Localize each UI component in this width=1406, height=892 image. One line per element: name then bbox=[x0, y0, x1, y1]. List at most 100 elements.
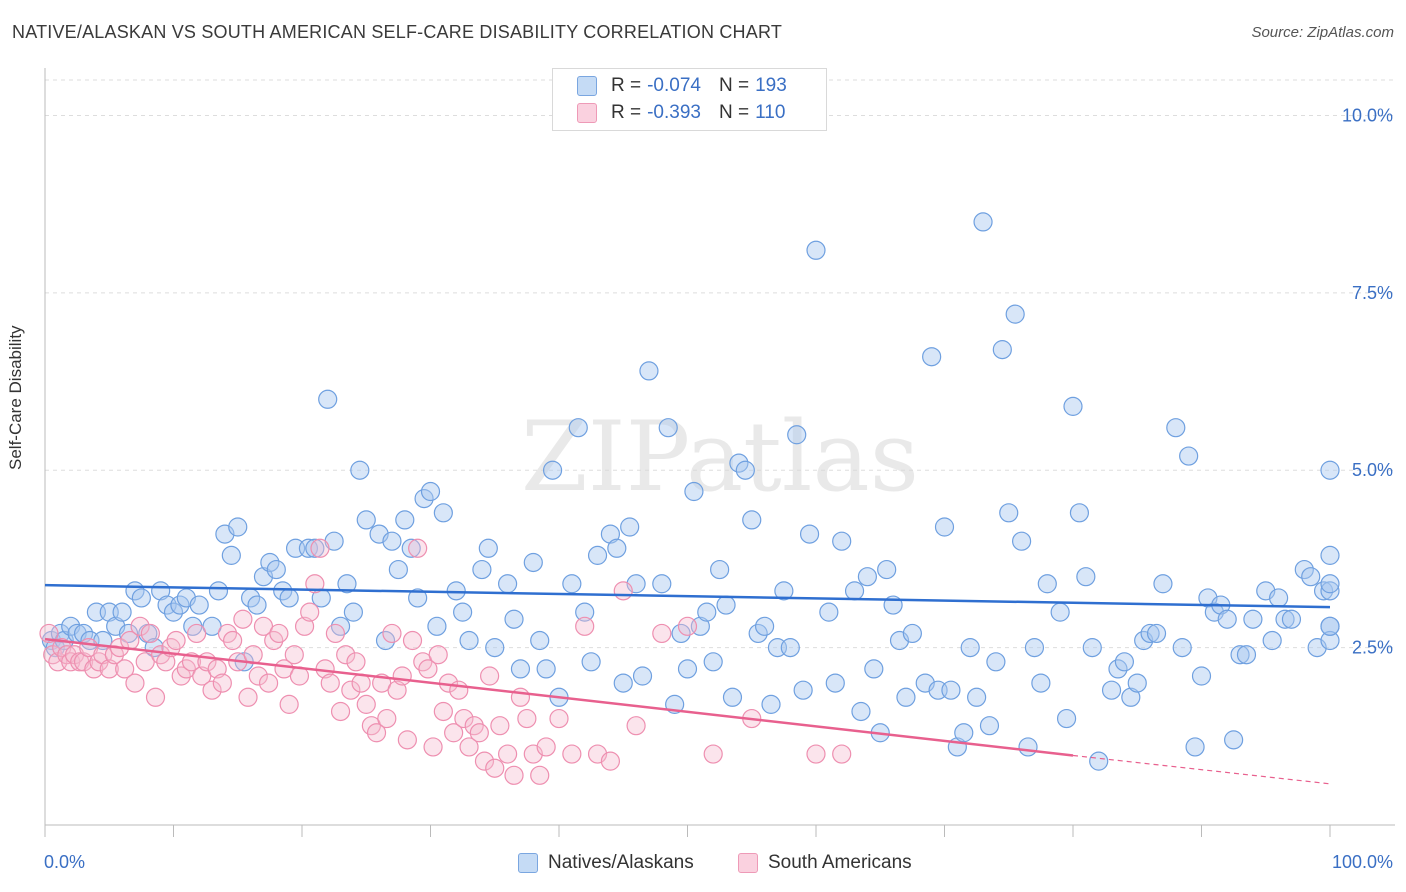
south-americans-point bbox=[575, 616, 595, 636]
natives-point bbox=[754, 616, 775, 636]
natives-point bbox=[266, 559, 286, 580]
south-americans-point bbox=[330, 701, 351, 722]
natives-point bbox=[504, 609, 524, 629]
south-americans-point bbox=[279, 694, 299, 714]
south-americans-point bbox=[459, 737, 479, 757]
natives-point bbox=[575, 602, 595, 622]
y-tick-label: 7.5% bbox=[1352, 283, 1393, 303]
natives-point bbox=[536, 659, 556, 679]
natives-point bbox=[620, 517, 640, 537]
south-americans-point bbox=[238, 687, 258, 707]
natives-point bbox=[844, 581, 865, 601]
y-tick-label: 5.0% bbox=[1352, 460, 1393, 480]
natives-point bbox=[498, 574, 518, 594]
south-americans-point bbox=[408, 538, 428, 558]
south-americans-point bbox=[305, 574, 325, 594]
south-americans-point bbox=[469, 723, 489, 743]
south-americans-point bbox=[115, 659, 135, 679]
south-americans-point bbox=[356, 694, 376, 714]
natives-point bbox=[388, 559, 408, 580]
natives-point bbox=[761, 694, 781, 714]
south-americans-point bbox=[125, 673, 145, 693]
natives-point bbox=[459, 630, 479, 651]
natives-point bbox=[581, 652, 601, 672]
bottom-legend-natives: Natives/Alaskans bbox=[518, 852, 694, 874]
natives-point bbox=[485, 638, 505, 658]
natives-point bbox=[896, 687, 916, 707]
legend-n-label: N = bbox=[718, 75, 750, 96]
natives-point bbox=[1185, 737, 1205, 757]
south-americans-point bbox=[130, 616, 150, 636]
south-americans-point bbox=[300, 602, 320, 622]
south-americans-point bbox=[336, 645, 356, 665]
natives-point bbox=[382, 531, 402, 551]
natives-point bbox=[510, 659, 531, 679]
natives-point bbox=[1031, 673, 1051, 693]
south-americans-point bbox=[223, 630, 243, 651]
south-americans-point bbox=[600, 751, 621, 771]
south-americans-point bbox=[480, 666, 500, 686]
natives-point bbox=[530, 630, 550, 651]
natives-point bbox=[941, 680, 961, 700]
natives-point bbox=[542, 460, 563, 480]
south-americans-point bbox=[562, 744, 582, 764]
natives-point bbox=[934, 517, 955, 537]
south-americans-point bbox=[145, 687, 166, 707]
natives-point bbox=[806, 240, 826, 260]
legend-r-value: -0.074 bbox=[647, 75, 701, 96]
south-americans-point bbox=[613, 581, 633, 601]
natives-point bbox=[632, 666, 653, 686]
south-americans-point bbox=[284, 645, 304, 665]
natives-point bbox=[1005, 304, 1025, 324]
south-americans-point bbox=[549, 708, 569, 729]
south-americans-point bbox=[346, 652, 366, 672]
south-americans-point bbox=[320, 673, 340, 693]
natives-point bbox=[131, 588, 151, 608]
natives-point bbox=[1101, 680, 1122, 700]
south-americans-point bbox=[99, 659, 119, 679]
natives-point bbox=[658, 418, 678, 438]
south-americans-trend-extension bbox=[1072, 754, 1331, 785]
south-americans-point bbox=[341, 680, 361, 700]
natives-point bbox=[1320, 630, 1340, 651]
south-americans-point bbox=[428, 645, 448, 665]
south-americans-point bbox=[703, 744, 723, 764]
natives-point bbox=[613, 673, 633, 693]
south-americans-point bbox=[423, 737, 443, 757]
south-americans-point bbox=[474, 751, 495, 771]
natives-point bbox=[973, 212, 993, 232]
natives-point bbox=[478, 538, 498, 558]
south-americans-point bbox=[387, 680, 407, 700]
natives-point bbox=[1037, 574, 1057, 594]
legend-swatch-south-americans bbox=[577, 103, 597, 123]
south-americans-point bbox=[392, 666, 412, 686]
natives-point bbox=[992, 340, 1012, 360]
natives-point bbox=[864, 659, 884, 679]
natives-point bbox=[954, 723, 974, 743]
natives-point bbox=[337, 574, 357, 594]
south-americans-point bbox=[449, 680, 469, 700]
legend-n-label: N = bbox=[718, 102, 750, 123]
natives-point bbox=[922, 347, 942, 367]
natives-point bbox=[112, 602, 132, 622]
natives-point bbox=[652, 574, 672, 594]
natives-point bbox=[819, 602, 839, 622]
natives-point bbox=[1320, 574, 1340, 594]
natives-point bbox=[1114, 652, 1135, 672]
natives-point bbox=[562, 574, 582, 594]
natives-point bbox=[408, 588, 428, 608]
south-americans-point bbox=[397, 730, 417, 750]
south-americans-point bbox=[530, 765, 550, 785]
south-americans-point bbox=[485, 758, 505, 778]
natives-point bbox=[703, 652, 723, 672]
south-americans-point bbox=[187, 623, 207, 644]
natives-point bbox=[851, 701, 871, 722]
natives-point bbox=[1217, 609, 1237, 629]
south-americans-point bbox=[806, 744, 826, 764]
natives-point bbox=[453, 602, 473, 622]
bottom-legend-swatch-south-americans bbox=[738, 853, 758, 873]
natives-point bbox=[774, 581, 794, 601]
natives-point bbox=[832, 531, 852, 551]
series-natives-points bbox=[41, 212, 1340, 771]
natives-point bbox=[433, 503, 453, 523]
